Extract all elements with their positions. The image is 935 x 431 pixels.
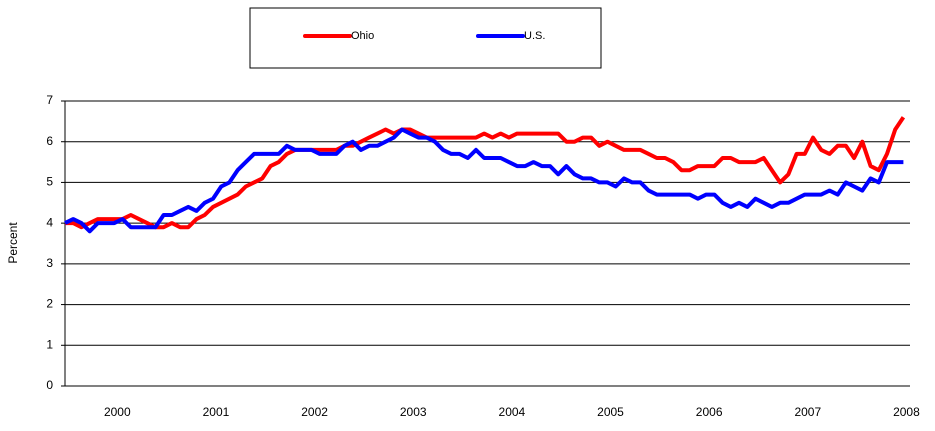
y-tick-label: 5 [46, 175, 53, 189]
x-tick-label: 2003 [400, 405, 427, 419]
y-tick-label: 1 [46, 337, 53, 351]
x-tick-label: 2008 [893, 405, 920, 419]
x-tick-label: 2002 [301, 405, 328, 419]
y-tick-label: 7 [46, 93, 53, 107]
x-tick-label: 2000 [104, 405, 131, 419]
x-tick-label: 2006 [696, 405, 723, 419]
legend-box [249, 7, 602, 69]
legend-label: Ohio [351, 30, 374, 42]
series-line [65, 116, 906, 230]
series-line [64, 127, 904, 234]
y-tick-label: 4 [46, 215, 53, 229]
y-tick-label: 3 [46, 256, 53, 270]
y-tick-label: 6 [46, 134, 53, 148]
x-tick-label: 2007 [794, 405, 821, 419]
y-tick-label: 2 [46, 297, 53, 311]
x-tick-label: 2004 [499, 405, 526, 419]
y-tick-label: 0 [46, 378, 53, 392]
y-axis-label: Percent [6, 222, 20, 264]
legend-label: U.S. [524, 30, 545, 42]
x-tick-label: 2001 [203, 405, 230, 419]
x-tick-label: 2005 [597, 405, 624, 419]
